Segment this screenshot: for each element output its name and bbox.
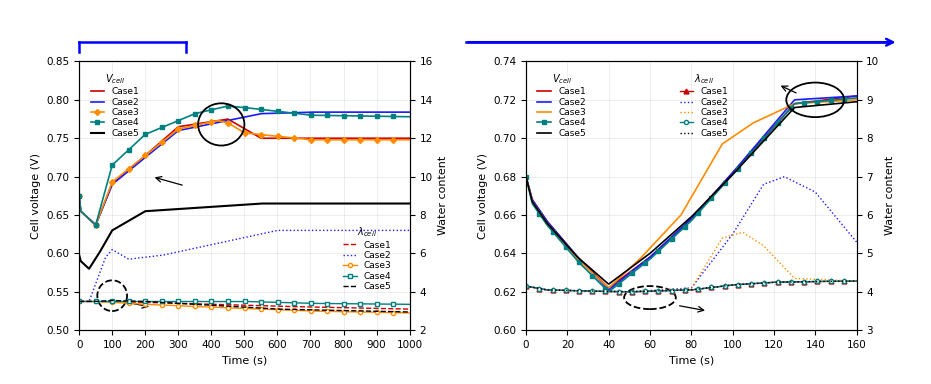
Legend: Case1, Case2, Case3, Case4, Case5: Case1, Case2, Case3, Case4, Case5 — [340, 222, 396, 295]
Legend: Case1, Case2, Case3, Case4, Case5: Case1, Case2, Case3, Case4, Case5 — [676, 69, 732, 141]
Y-axis label: Cell voltage (V): Cell voltage (V) — [31, 153, 41, 239]
X-axis label: Time (s): Time (s) — [222, 356, 267, 366]
Y-axis label: Cell voltage (V): Cell voltage (V) — [478, 153, 488, 239]
Y-axis label: Water content: Water content — [439, 156, 448, 235]
Y-axis label: Water content: Water content — [885, 156, 895, 235]
X-axis label: Time (s): Time (s) — [668, 356, 714, 366]
